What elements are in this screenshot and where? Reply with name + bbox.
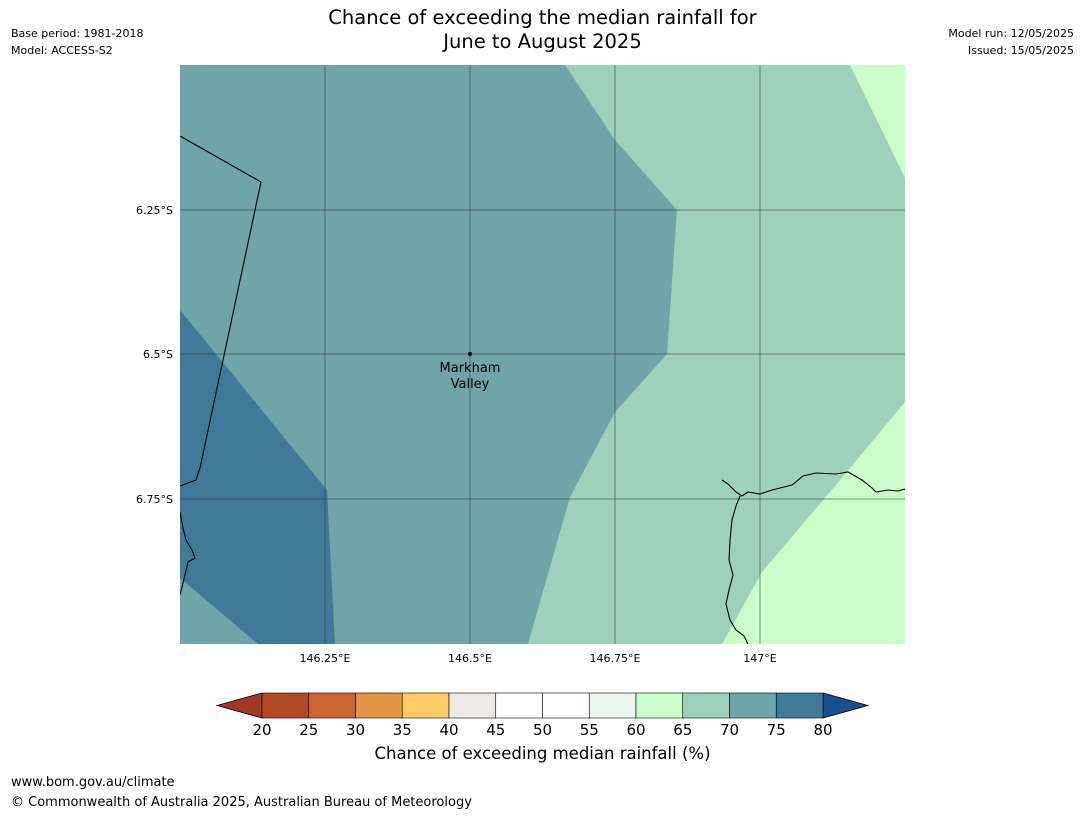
map-title-line-2: June to August 2025 xyxy=(443,30,642,53)
colorbar-swatch xyxy=(448,692,497,719)
coastline-west xyxy=(180,511,196,596)
district-border-west xyxy=(180,135,262,487)
map-title-line-1: Chance of exceeding the median rainfall … xyxy=(328,6,757,29)
river-east xyxy=(725,495,749,644)
colorbar-extend-low xyxy=(215,692,263,719)
colorbar-extend-high xyxy=(822,692,870,719)
colorbar-label: Chance of exceeding median rainfall (%) xyxy=(374,744,711,763)
region-75-80 xyxy=(180,310,335,644)
base-period-text: Base period: 1981-2018 xyxy=(11,27,144,40)
colorbar-tick-label: 75 xyxy=(767,721,786,739)
footer-copyright: © Commonwealth of Australia 2025, Austra… xyxy=(11,795,472,810)
model-text: Model: ACCESS-S2 xyxy=(11,44,113,57)
place-label-line-2: Valley xyxy=(451,377,490,392)
colorbar-tick-label: 70 xyxy=(720,721,739,739)
colorbar-tick-label: 80 xyxy=(813,721,832,739)
place-label-line-1: Markham xyxy=(440,361,501,376)
coastline-east xyxy=(721,471,905,497)
map-area: Markham Valley xyxy=(180,65,905,644)
lat-tick-labels: 6.25°S 6.5°S 6.75°S xyxy=(136,204,173,506)
model-run-text: Model run: 12/05/2025 xyxy=(948,27,1074,40)
colorbar-tick-label: 35 xyxy=(393,721,412,739)
colorbar-tick-label: 50 xyxy=(533,721,552,739)
lon-tick-label: 146.25°E xyxy=(300,652,351,665)
colorbar-tick-label: 40 xyxy=(439,721,458,739)
lon-tick-labels: 146.25°E 146.5°E 146.75°E 147°E xyxy=(300,652,777,665)
lon-tick-label: 146.75°E xyxy=(590,652,641,665)
colorbar-swatch xyxy=(682,692,730,719)
colorbar-swatch xyxy=(729,692,777,719)
colorbar-swatch xyxy=(635,692,684,719)
colorbar-tick-label: 25 xyxy=(299,721,318,739)
lon-tick-label: 146.5°E xyxy=(448,652,492,665)
footer-url[interactable]: www.bom.gov.au/climate xyxy=(11,775,175,790)
place-marker xyxy=(468,352,472,356)
colorbar-swatch xyxy=(261,692,310,719)
colorbar-swatch xyxy=(775,692,824,719)
colorbar: 20 25 30 35 40 45 50 55 60 65 70 75 80 xyxy=(215,692,870,739)
lat-tick-label: 6.75°S xyxy=(136,493,173,506)
meta-right: Model run: 12/05/2025 Issued: 15/05/2025 xyxy=(948,25,1074,59)
colorbar-swatch xyxy=(542,692,590,719)
graticule xyxy=(180,65,905,644)
boundary-lines xyxy=(180,135,905,644)
colorbar-swatch xyxy=(401,692,450,719)
colorbar-swatch xyxy=(495,692,543,719)
colorbar-tick-label: 20 xyxy=(252,721,271,739)
region-60-65-north xyxy=(850,65,905,178)
lat-tick-label: 6.25°S xyxy=(136,204,173,217)
colorbar-swatch xyxy=(588,692,637,719)
lat-tick-label: 6.5°S xyxy=(143,348,173,361)
colorbar-tick-label: 55 xyxy=(580,721,599,739)
colorbar-tick-label: 30 xyxy=(346,721,365,739)
region-60-65-south xyxy=(722,402,905,644)
meta-left: Base period: 1981-2018 Model: ACCESS-S2 xyxy=(11,25,143,59)
colorbar-swatch xyxy=(355,692,403,719)
map-title: Chance of exceeding the median rainfall … xyxy=(0,6,1085,54)
issued-text: Issued: 15/05/2025 xyxy=(967,44,1074,57)
colorbar-tick-label: 60 xyxy=(626,721,645,739)
lon-tick-label: 147°E xyxy=(743,652,776,665)
colorbar-tick-label: 65 xyxy=(673,721,692,739)
colorbar-tick-label: 45 xyxy=(486,721,505,739)
colorbar-swatch xyxy=(308,692,356,719)
